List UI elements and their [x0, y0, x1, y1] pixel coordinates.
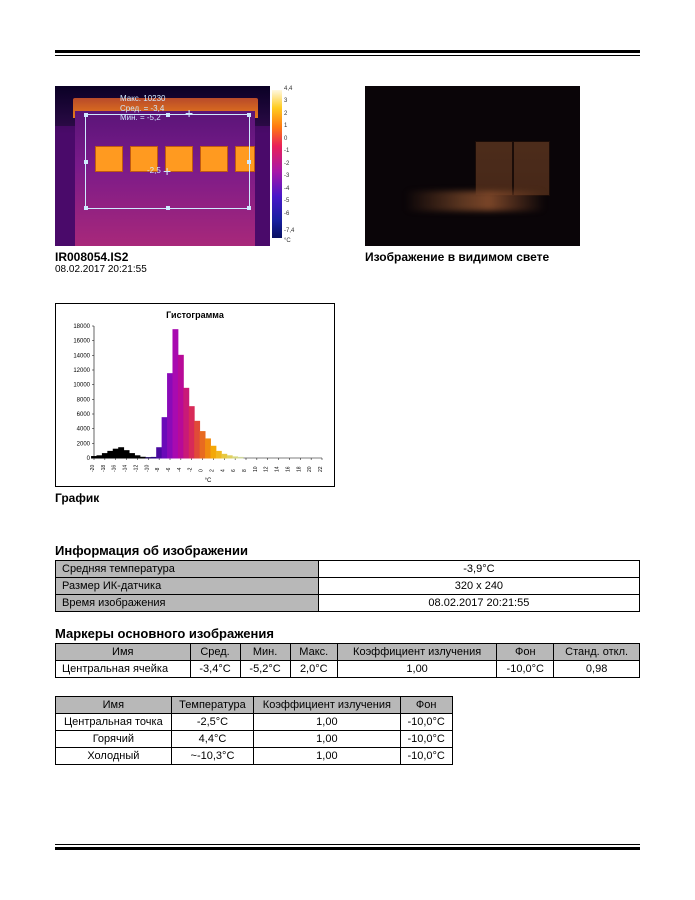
histogram-panel: Гистограмма 0 2000 4000 6000 8000 10000 12000 1… [55, 303, 335, 487]
svg-text:22: 22 [318, 466, 324, 472]
table-cell: 1,00 [254, 748, 400, 765]
thermal-timestamp: 08.02.2017 20:21:55 [55, 264, 315, 275]
table-cell: 1,00 [254, 731, 400, 748]
table-cell: -10,0°C [497, 661, 554, 678]
table-cell: 2,0°C [290, 661, 337, 678]
overlay-max: Макс. 10230 [120, 94, 165, 104]
svg-text:-14: -14 [123, 465, 129, 472]
thermal-filename: IR008054.IS2 [55, 250, 315, 264]
hot-cross-icon: + [185, 106, 193, 120]
thermal-block: Макс. 10230 Сред. = -3,4 Мин. = -5,2 + +… [55, 86, 315, 275]
svg-text:18: 18 [296, 466, 302, 472]
svg-text:6000: 6000 [77, 412, 91, 418]
table-header: Мин. [240, 644, 290, 661]
selection-box [85, 114, 250, 209]
svg-text:18000: 18000 [73, 324, 90, 330]
table-cell: -5,2°C [240, 661, 290, 678]
svg-text:20: 20 [307, 466, 313, 472]
table-header: Температура [171, 697, 254, 714]
svg-text:14: 14 [275, 466, 281, 472]
svg-text:12: 12 [264, 466, 270, 472]
svg-text:4: 4 [220, 469, 226, 472]
color-scale: 4,43210-1-2-3-4-5-6-7,4°C [270, 86, 297, 246]
svg-text:8000: 8000 [77, 397, 91, 403]
svg-text:16: 16 [285, 466, 291, 472]
table-header: Станд. откл. [554, 644, 640, 661]
center-value: -2,5 [147, 166, 161, 175]
table-header: Коэффициент излучения [254, 697, 400, 714]
table-cell: 320 x 240 [318, 578, 639, 595]
thermal-main: Макс. 10230 Сред. = -3,4 Мин. = -5,2 + +… [55, 86, 270, 246]
histogram-caption: График [55, 491, 640, 505]
bottom-rule [55, 844, 640, 850]
table-cell: Средняя температура [56, 561, 319, 578]
table-cell: Центральная ячейка [56, 661, 191, 678]
table-header: Макс. [290, 644, 337, 661]
visible-image [365, 86, 580, 246]
markers-title: Маркеры основного изображения [55, 626, 640, 641]
table-cell: 0,98 [554, 661, 640, 678]
table-cell: -2,5°C [171, 714, 254, 731]
table-cell: -3,9°C [318, 561, 639, 578]
svg-text:-20: -20 [90, 465, 96, 472]
histogram-title: Гистограмма [62, 310, 328, 320]
info-table: Средняя температура-3,9°CРазмер ИК-датчи… [55, 560, 640, 612]
table-cell: 4,4°C [171, 731, 254, 748]
images-row: Макс. 10230 Сред. = -3,4 Мин. = -5,2 + +… [55, 86, 640, 275]
histogram-chart: 0200040006000800010000120001400016000180… [62, 322, 328, 484]
table-cell: 08.02.2017 20:21:55 [318, 595, 639, 612]
table-cell: -10,0°C [400, 731, 452, 748]
points-table: ИмяТемператураКоэффициент излученияФон Це… [55, 696, 453, 765]
svg-text:2: 2 [209, 469, 215, 472]
svg-text:-6: -6 [166, 467, 172, 472]
table-cell: Холодный [56, 748, 172, 765]
table-cell: -3,4°C [190, 661, 240, 678]
thermal-overlay-text: Макс. 10230 Сред. = -3,4 Мин. = -5,2 [120, 94, 165, 123]
svg-text:-4: -4 [177, 467, 183, 472]
svg-text:0: 0 [87, 456, 91, 462]
table-cell: 1,00 [337, 661, 496, 678]
table-cell: 1,00 [254, 714, 400, 731]
table-header: Коэффициент излучения [337, 644, 496, 661]
svg-text:-18: -18 [101, 465, 107, 472]
top-rule [55, 50, 640, 56]
svg-text:10000: 10000 [73, 383, 90, 389]
svg-text:4000: 4000 [77, 427, 91, 433]
svg-text:-2: -2 [188, 467, 194, 472]
table-cell: ~-10,3°C [171, 748, 254, 765]
svg-text:16000: 16000 [73, 339, 90, 345]
svg-text:10: 10 [253, 466, 259, 472]
table-header: Сред. [190, 644, 240, 661]
center-cross-icon: + [163, 164, 171, 178]
svg-text:-8: -8 [155, 467, 161, 472]
table-cell: -10,0°C [400, 714, 452, 731]
markers-table: ИмяСред.Мин.Макс.Коэффициент излученияФо… [55, 643, 640, 678]
svg-text:-10: -10 [144, 465, 150, 472]
overlay-min: Мин. = -5,2 [120, 113, 165, 123]
svg-text:6: 6 [231, 469, 237, 472]
svg-text:12000: 12000 [73, 368, 90, 374]
svg-text:-16: -16 [112, 465, 118, 472]
table-cell: Время изображения [56, 595, 319, 612]
table-header: Фон [497, 644, 554, 661]
visible-block: Изображение в видимом свете [365, 86, 580, 275]
svg-text:14000: 14000 [73, 353, 90, 359]
svg-text:0: 0 [199, 469, 205, 472]
info-title: Информация об изображении [55, 543, 640, 558]
table-cell: Размер ИК-датчика [56, 578, 319, 595]
table-cell: Горячий [56, 731, 172, 748]
svg-text:2000: 2000 [77, 441, 91, 447]
table-cell: Центральная точка [56, 714, 172, 731]
table-cell: -10,0°C [400, 748, 452, 765]
visible-caption: Изображение в видимом свете [365, 250, 580, 264]
svg-text:°C: °C [205, 478, 212, 484]
table-header: Имя [56, 697, 172, 714]
table-header: Имя [56, 644, 191, 661]
svg-text:8: 8 [242, 469, 248, 472]
thermal-image: Макс. 10230 Сред. = -3,4 Мин. = -5,2 + +… [55, 86, 297, 246]
svg-text:-12: -12 [133, 465, 139, 472]
table-header: Фон [400, 697, 452, 714]
overlay-avg: Сред. = -3,4 [120, 104, 165, 114]
